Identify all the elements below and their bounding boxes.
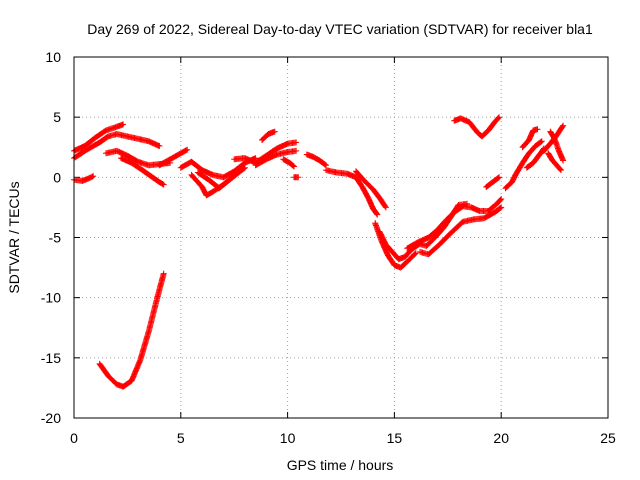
data-point-markers bbox=[519, 126, 541, 151]
series-arc-12 bbox=[252, 147, 300, 169]
series-arc-23 bbox=[414, 200, 470, 249]
y-tick-label: 0 bbox=[53, 169, 61, 185]
data-points bbox=[71, 114, 567, 390]
data-point-markers bbox=[252, 147, 300, 169]
x-axis-label: GPS time / hours bbox=[287, 457, 394, 473]
data-point-markers bbox=[259, 128, 278, 143]
data-point-markers bbox=[118, 155, 167, 188]
data-point-markers bbox=[417, 204, 505, 258]
x-tick-label: 10 bbox=[280, 430, 296, 446]
series-arc-13 bbox=[259, 128, 278, 143]
series-arc-25 bbox=[483, 174, 503, 190]
x-tick-label: 5 bbox=[177, 430, 185, 446]
y-axis-label: SDTVAR / TECUs bbox=[6, 181, 22, 293]
series-arc-26 bbox=[502, 138, 545, 192]
data-point-markers bbox=[194, 169, 240, 192]
data-point-markers bbox=[156, 146, 191, 169]
data-point-markers bbox=[451, 114, 503, 140]
data-point-markers bbox=[483, 174, 503, 190]
series-arc-30 bbox=[545, 150, 564, 174]
data-point-markers bbox=[96, 270, 167, 390]
series-arc-05 bbox=[118, 155, 167, 188]
y-tick-label: -10 bbox=[41, 290, 61, 306]
data-point-markers bbox=[502, 138, 545, 192]
y-tick-label: -20 bbox=[41, 410, 61, 426]
series-arc-10 bbox=[194, 169, 240, 192]
series-arc-17 bbox=[323, 167, 381, 218]
series-arc-07 bbox=[156, 146, 191, 169]
data-point-markers bbox=[303, 151, 329, 169]
series-arc-24 bbox=[451, 114, 503, 140]
series-arc-20 bbox=[376, 228, 423, 263]
data-point-markers bbox=[353, 168, 389, 211]
plot-frame bbox=[73, 56, 609, 419]
x-tick-label: 25 bbox=[600, 430, 616, 446]
x-tick-label: 15 bbox=[387, 430, 403, 446]
series-arc-15 bbox=[291, 174, 302, 181]
chart-title: Day 269 of 2022, Sidereal Day-to-day VTE… bbox=[87, 21, 593, 37]
y-tick-label: 5 bbox=[53, 109, 61, 125]
data-point-markers bbox=[280, 156, 297, 170]
data-point-markers bbox=[414, 200, 470, 249]
y-tick-label: 10 bbox=[45, 49, 61, 65]
x-tick-label: 0 bbox=[70, 430, 78, 446]
series-arc-06 bbox=[96, 270, 167, 390]
x-tick-label: 20 bbox=[493, 430, 509, 446]
tick-labels: 0 5 10 15 20 25 -20 -15 -10 -5 0 5 10 bbox=[41, 49, 616, 446]
data-point-markers bbox=[323, 167, 381, 218]
y-tick-label: -15 bbox=[41, 350, 61, 366]
series-arc-18 bbox=[353, 168, 389, 211]
data-point-markers bbox=[547, 128, 567, 164]
series-arc-22 bbox=[417, 204, 505, 258]
data-point-markers bbox=[545, 150, 564, 174]
series-arc-16 bbox=[303, 151, 329, 169]
series-arc-14 bbox=[280, 156, 297, 170]
y-tick-label: -5 bbox=[49, 230, 62, 246]
series-arc-27 bbox=[519, 126, 541, 151]
series-arc-31 bbox=[547, 128, 567, 164]
data-point-markers bbox=[376, 228, 423, 263]
data-point-markers bbox=[291, 174, 302, 181]
